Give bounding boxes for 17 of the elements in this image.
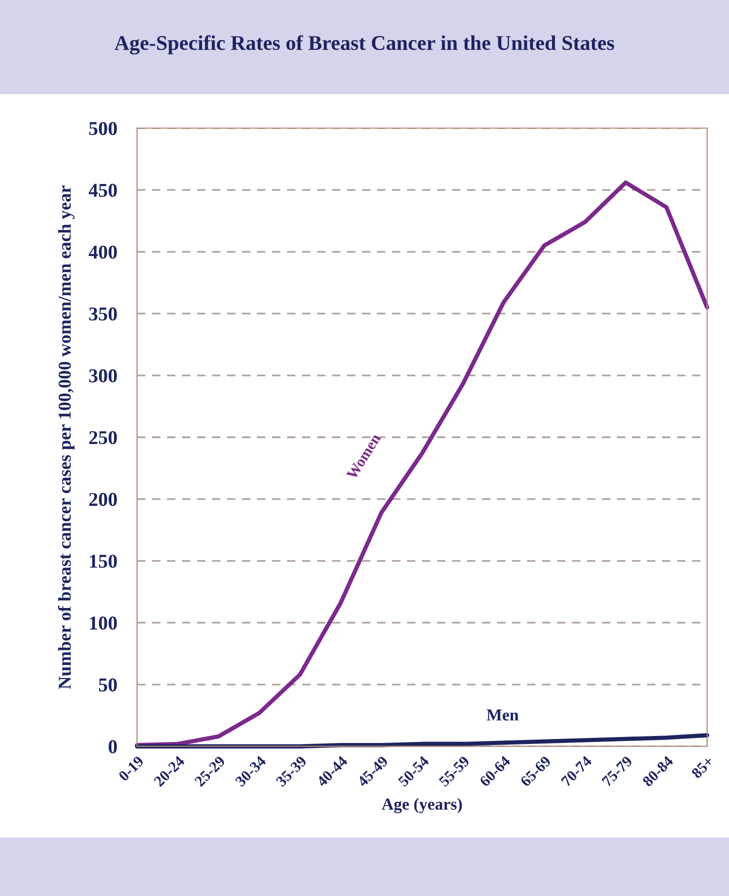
- y-tick-label: 300: [89, 369, 117, 382]
- y-tick-label: 450: [88, 184, 117, 197]
- y-tick-label: 150: [90, 554, 117, 568]
- y-axis-title: Number of breast cancer cases per 100,000 women/men each year: [58, 186, 75, 689]
- y-tick-label: 100: [90, 616, 117, 630]
- series-label: Men: [486, 710, 519, 721]
- y-tick-label: 50: [98, 678, 117, 692]
- x-tick-label: 85+: [690, 756, 714, 779]
- y-tick-label: 0: [108, 740, 117, 754]
- y-tick-label: 200: [89, 492, 117, 506]
- y-tick-label: 350: [89, 307, 117, 321]
- x-axis-title: Age (years): [382, 798, 462, 814]
- x-tick-label: 0-19: [118, 755, 144, 782]
- y-tick-label: 250: [89, 431, 117, 444]
- chart-title: Age-Specific Rates of Breast Cancer in the United States: [114, 35, 614, 54]
- y-tick-label: 400: [88, 246, 117, 259]
- y-tick-label: 500: [89, 122, 117, 136]
